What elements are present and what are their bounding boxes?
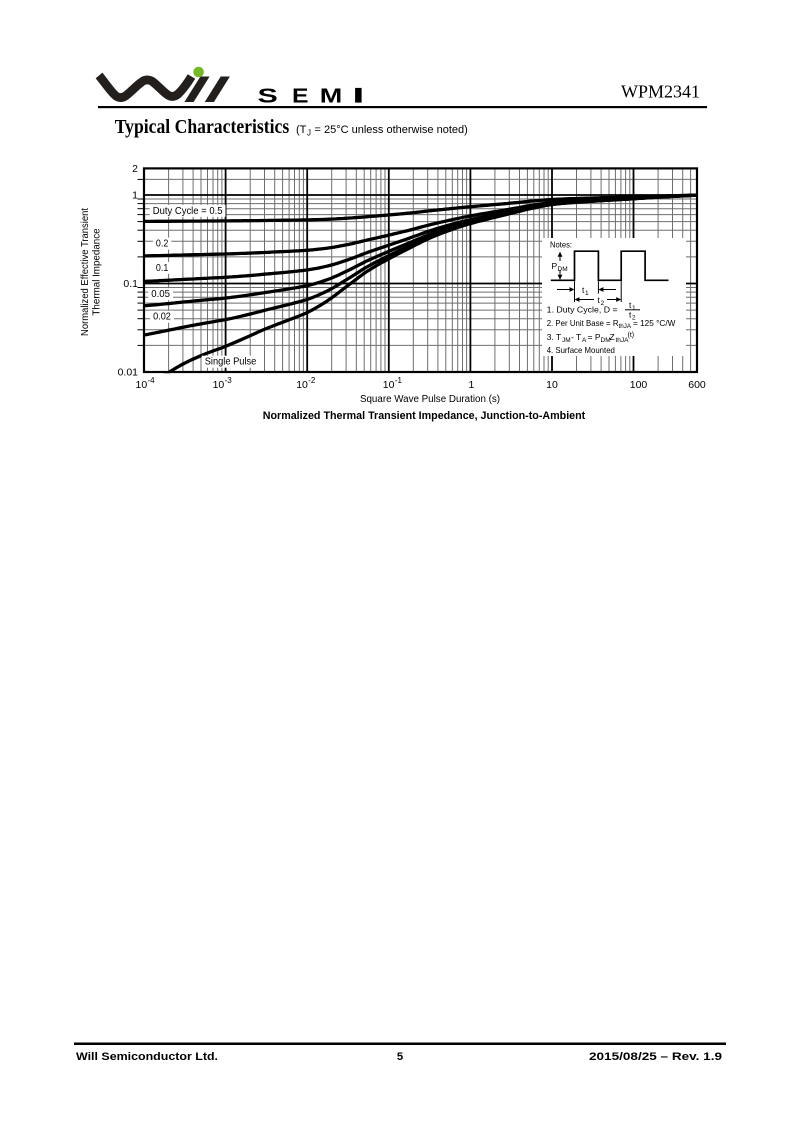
svg-text:E: E [292, 85, 309, 108]
svg-text:Thermal Impedance: Thermal Impedance [92, 228, 103, 316]
svg-text:- T: - T [571, 332, 581, 342]
svg-text:(t): (t) [628, 332, 635, 339]
svg-text:Notes:: Notes: [550, 240, 572, 250]
svg-text:4. Surface Mounted: 4. Surface Mounted [547, 345, 615, 355]
svg-text:P: P [552, 261, 558, 271]
svg-text:10: 10 [213, 379, 225, 391]
svg-text:WPM2341: WPM2341 [621, 82, 700, 102]
svg-text:Single Pulse: Single Pulse [205, 356, 257, 368]
svg-text:10: 10 [296, 379, 308, 391]
svg-text:t: t [629, 300, 632, 310]
svg-text:5: 5 [397, 1051, 403, 1063]
svg-text:1: 1 [132, 190, 138, 202]
svg-text:Duty Cycle = 0.5: Duty Cycle = 0.5 [153, 205, 223, 217]
svg-text:3. T: 3. T [547, 332, 562, 342]
svg-text:Typical Characteristics: Typical Characteristics [115, 116, 290, 138]
svg-text:J: J [307, 129, 311, 138]
svg-text:t: t [629, 310, 632, 320]
svg-text:= P: = P [588, 332, 601, 342]
svg-text:0.02: 0.02 [153, 311, 171, 323]
svg-text:100: 100 [630, 379, 648, 391]
svg-text:2: 2 [632, 315, 636, 322]
svg-text:Square Wave Pulse Duration (s): Square Wave Pulse Duration (s) [360, 394, 500, 405]
svg-text:1: 1 [468, 379, 474, 391]
svg-text:Normalized Effective Transient: Normalized Effective Transient [80, 208, 91, 336]
svg-text:600: 600 [688, 379, 706, 391]
svg-text:2: 2 [132, 163, 138, 175]
svg-text:2: 2 [601, 300, 605, 307]
svg-text:Will Semiconductor Ltd.: Will Semiconductor Ltd. [76, 1051, 218, 1063]
svg-text:0.1: 0.1 [123, 278, 138, 290]
svg-text:Normalized Thermal Transient I: Normalized Thermal Transient Impedance, … [263, 410, 586, 422]
svg-text:DM: DM [558, 266, 568, 273]
svg-text:= 125 °C/W: = 125 °C/W [633, 318, 675, 328]
svg-text:-1: -1 [395, 376, 403, 385]
svg-text:M: M [320, 85, 343, 108]
svg-text:DM: DM [601, 337, 611, 344]
svg-text:2015/08/25 – Rev. 1.9: 2015/08/25 – Rev. 1.9 [589, 1051, 722, 1063]
svg-text:10: 10 [546, 379, 558, 391]
svg-text:1: 1 [632, 305, 636, 312]
svg-text:10: 10 [383, 379, 395, 391]
svg-text:0.01: 0.01 [118, 367, 139, 379]
svg-text:10: 10 [136, 379, 148, 391]
svg-text:thJA: thJA [619, 323, 632, 330]
svg-text:t: t [582, 285, 585, 295]
svg-text:A: A [582, 337, 587, 344]
svg-text:Z: Z [610, 332, 615, 342]
svg-text:0.05: 0.05 [151, 288, 170, 300]
svg-text:-4: -4 [148, 376, 156, 385]
svg-text:JM: JM [562, 337, 571, 344]
svg-text:thJA: thJA [616, 337, 630, 344]
svg-text:1: 1 [585, 290, 589, 297]
svg-text:S: S [258, 85, 278, 108]
svg-text:-3: -3 [225, 376, 233, 385]
svg-text:2. Per Unit Base = R: 2. Per Unit Base = R [547, 318, 619, 328]
svg-text:(T: (T [296, 124, 307, 136]
svg-text:-2: -2 [308, 376, 316, 385]
svg-text:1. Duty Cycle, D =: 1. Duty Cycle, D = [547, 305, 618, 315]
svg-text:0.1: 0.1 [156, 262, 169, 274]
svg-text:t: t [598, 295, 601, 305]
svg-text:= 25°C unless otherwise noted): = 25°C unless otherwise noted) [315, 124, 468, 136]
svg-text:0.2: 0.2 [156, 238, 169, 250]
